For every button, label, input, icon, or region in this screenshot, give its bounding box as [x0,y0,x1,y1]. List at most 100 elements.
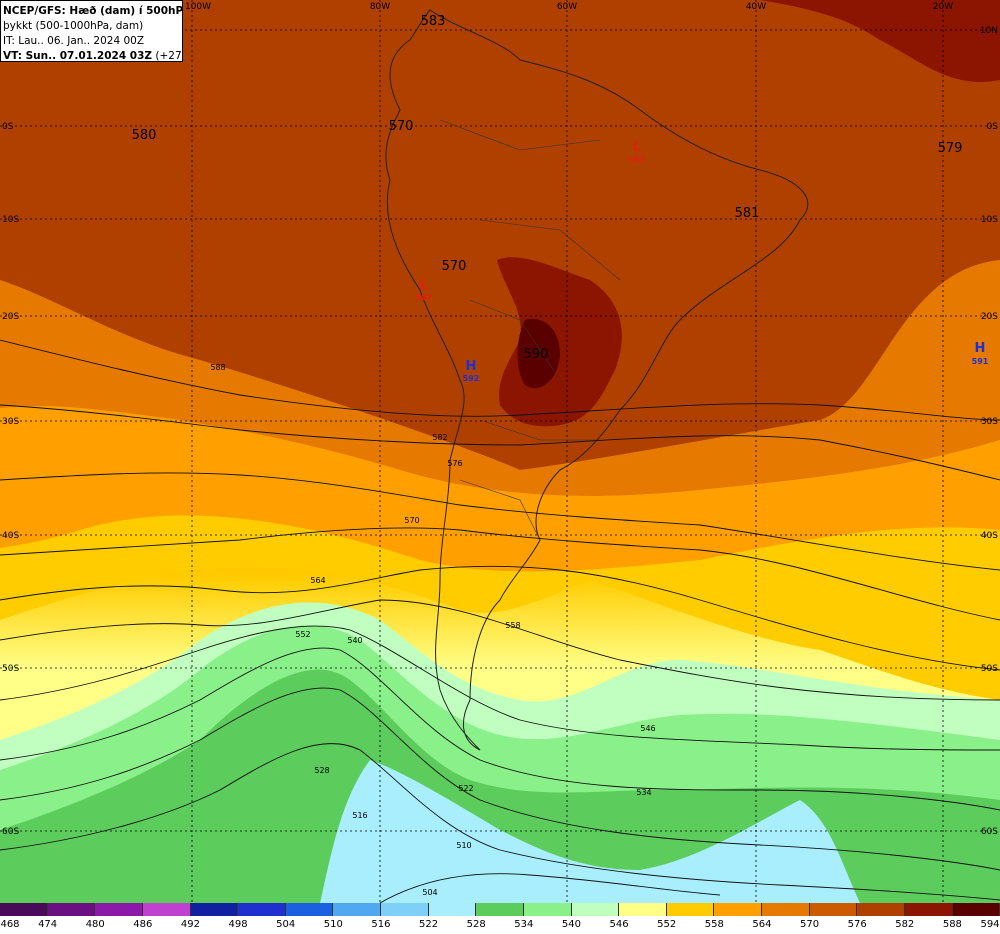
high-center-value: 591 [972,357,989,366]
thickness-label: 580 [132,128,157,143]
legend-value: 498 [228,919,248,930]
lat-label: 60S [2,827,19,837]
weather-map: 100W 80W 60W 40W 20W 0S 10S 20S 30S 40S … [0,0,1000,903]
legend-value: 582 [895,919,915,930]
legend-value: 474 [38,919,58,930]
contour-label: 558 [505,621,520,630]
legend-swatch [381,903,429,916]
high-center-marker: H [975,341,986,356]
forecast-hour: (+27 h) [155,50,182,62]
lat-labels-right: 10N 0S 10S 20S 30S 40S 50S 60S [980,26,998,837]
legend-swatch [523,903,572,916]
legend-value: 540 [561,919,581,930]
lon-labels: 100W 80W 60W 40W 20W [185,2,953,12]
legend-value: 504 [276,919,296,930]
high-center-value: 592 [463,374,480,383]
field-description: þykkt (500-1000hPa, dam) [3,20,144,32]
legend-swatch [0,903,48,916]
legend-swatch [285,903,334,916]
legend-value: 522 [419,919,439,930]
contour-label: 534 [636,788,651,797]
lat-label: 20S [981,312,998,322]
legend-value: 486 [133,919,153,930]
legend-value: 588 [942,919,962,930]
lat-label: 50S [981,664,998,674]
thickness-label: 590 [524,347,549,362]
legend-swatch [571,903,620,916]
legend-swatch [238,903,286,916]
lat-label: 10N [980,26,998,36]
map-info-box: NCEP/GFS: Hæð (dam) í 500hPa og þykkt (5… [0,0,183,62]
country-borders [439,119,621,541]
field-564-band [0,405,1000,572]
contour-label: 576 [447,459,462,468]
field-582 [0,0,1000,82]
legend-swatch [428,903,477,916]
contour-label: 516 [352,811,367,820]
legend-value: 468 [0,919,20,930]
legend-value: 492 [180,919,201,930]
model-title: NCEP/GFS: Hæð (dam) í 500hPa og [3,5,183,17]
lon-label: 20W [933,2,953,12]
legend-value: 552 [657,919,677,930]
legend-swatch [142,903,191,916]
thickness-label: 583 [421,14,446,29]
lat-label: 0S [987,122,999,132]
legend-swatch [904,903,953,916]
lon-label: 60W [557,2,577,12]
pressure-centers: H 592 H 591 L 582 L 582 [416,140,989,383]
legend-value: 510 [323,919,343,930]
contour-label: 552 [295,630,310,639]
lat-label: 30S [981,417,998,427]
contour-label: 582 [432,433,447,442]
lat-labels-left: 0S 10S 20S 30S 40S 50S 60S [2,122,19,837]
legend-value: 546 [609,919,629,930]
contour-label: 510 [456,841,471,850]
lon-label: 40W [746,2,766,12]
lat-label: 0S [2,122,14,132]
thickness-label: 581 [735,206,760,221]
thickness-label: 570 [442,259,467,274]
lat-label: 30S [2,417,19,427]
legend-value: 558 [704,919,724,930]
legend-swatch [762,903,810,916]
initial-time: IT: Lau.. 06. Jan.. 2024 00Z [3,35,145,47]
contour-label: 528 [314,766,329,775]
height-contours [0,339,1000,903]
contour-label: 504 [422,888,437,897]
lat-label: 20S [2,312,19,322]
lat-label: 40S [981,531,998,541]
legend-value: 576 [847,919,867,930]
contour-label: 564 [310,576,325,585]
legend-value: 564 [752,919,772,930]
lat-label: 50S [2,664,19,674]
legend-swatch [809,903,858,916]
legend-swatch [476,903,524,916]
lat-label: 60S [981,827,998,837]
legend-labels: 468 474 480 486 492 498 504 510 516 522 528 534 540 5… [0,916,1000,934]
legend-color-bar [0,903,1000,916]
legend-value: 528 [466,919,486,930]
thickness-labels: 583 580 570 570 579 581 590 [132,14,963,362]
field-570-band [0,260,1000,496]
legend-swatch [47,903,96,916]
legend-value: 570 [799,919,820,930]
contour-label: 522 [458,784,473,793]
low-center-value: 582 [629,155,646,164]
field-576 [0,0,1000,470]
field-516-band [320,760,860,903]
legend-value: 534 [514,919,534,930]
thickness-label: 579 [938,141,963,156]
contour-label: 570 [404,516,419,525]
color-legend: 468 474 480 486 492 498 504 510 516 522 528 534 540 5… [0,903,1000,934]
legend-swatch [95,903,143,916]
continent-outline [385,9,809,751]
legend-value: 594 [980,919,1000,930]
low-center-marker: L [633,140,641,155]
contour-labels: 588 582 576 570 564 558 552 546 540 534 … [210,363,655,897]
lon-label: 100W [185,2,211,12]
low-center-marker: L [420,278,428,293]
legend-swatch [619,903,667,916]
lat-label: 40S [2,531,19,541]
field-558-band [0,515,1000,700]
